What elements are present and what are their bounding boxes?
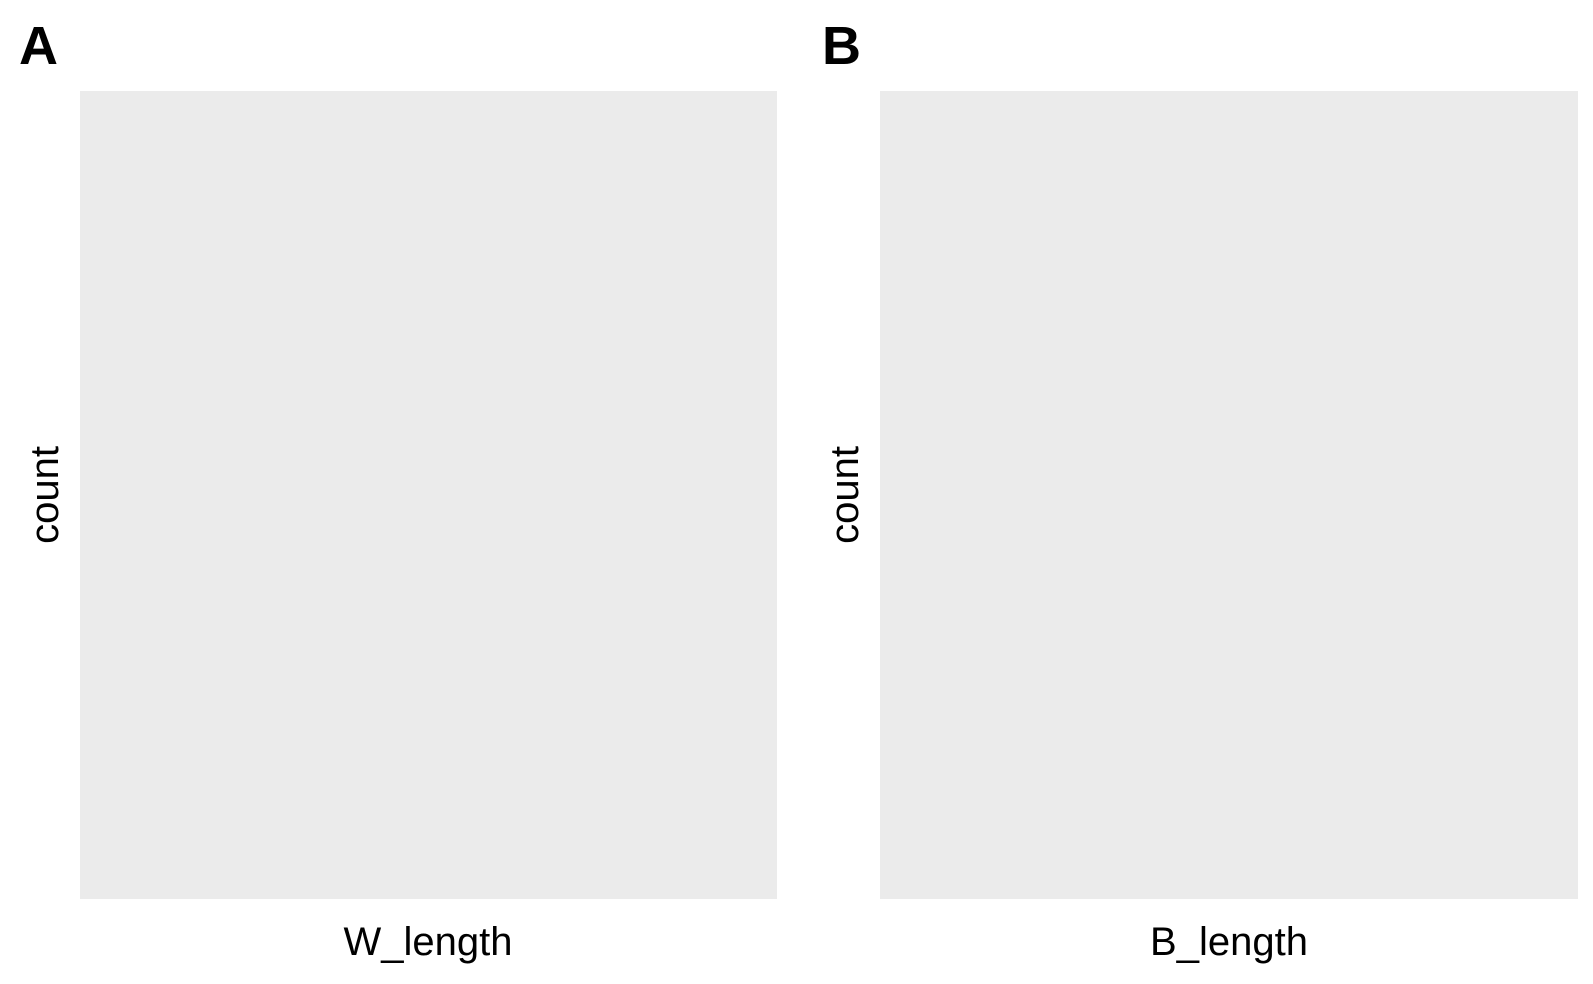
panel-a-plot-area [80, 91, 777, 899]
panel-a-y-axis-title: count [23, 446, 67, 544]
panel-b-x-axis-title: B_length [1150, 920, 1308, 964]
panel-b: B B_length count [822, 16, 1578, 964]
panel-a-tag: A [19, 16, 58, 76]
panel-a-x-axis-title: W_length [344, 920, 513, 964]
panel-b-tag: B [822, 16, 861, 76]
panel-a: A W_length count [19, 16, 777, 964]
panel-b-plot-area [880, 91, 1578, 899]
panel-b-y-axis-title: count [823, 446, 867, 544]
